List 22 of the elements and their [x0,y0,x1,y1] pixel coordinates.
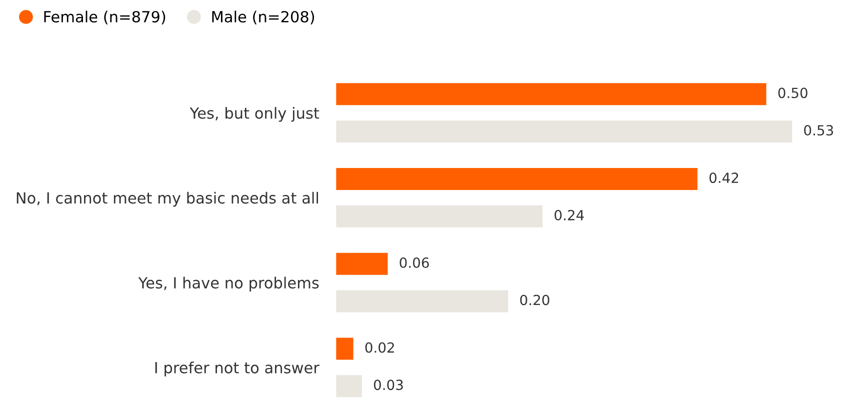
bar [336,168,698,190]
bar [336,120,792,143]
legend-label: Male (n=208) [212,10,314,24]
bar [336,338,354,360]
data-label: 0.20 [520,294,550,306]
bar [336,375,362,398]
data-label: 0.53 [804,125,834,136]
legend-label: Female (n=879) [44,10,166,24]
data-label: 0.42 [709,172,738,184]
bar [336,252,388,275]
data-label: 0.02 [365,342,394,353]
data-label: 0.24 [554,210,584,220]
data-label: 0.03 [374,380,403,390]
bar [336,205,543,228]
y-tick-label: No, I cannot meet my basic needs at all [16,192,318,207]
data-label: 0.06 [400,257,429,268]
bar [336,290,508,312]
y-tick-label: Yes, but only just [190,107,320,122]
y-tick-label: I prefer not to answer [155,362,320,376]
bar [336,83,766,106]
data-label: 0.50 [778,88,808,98]
y-tick-label: Yes, I have no problems [138,276,319,292]
